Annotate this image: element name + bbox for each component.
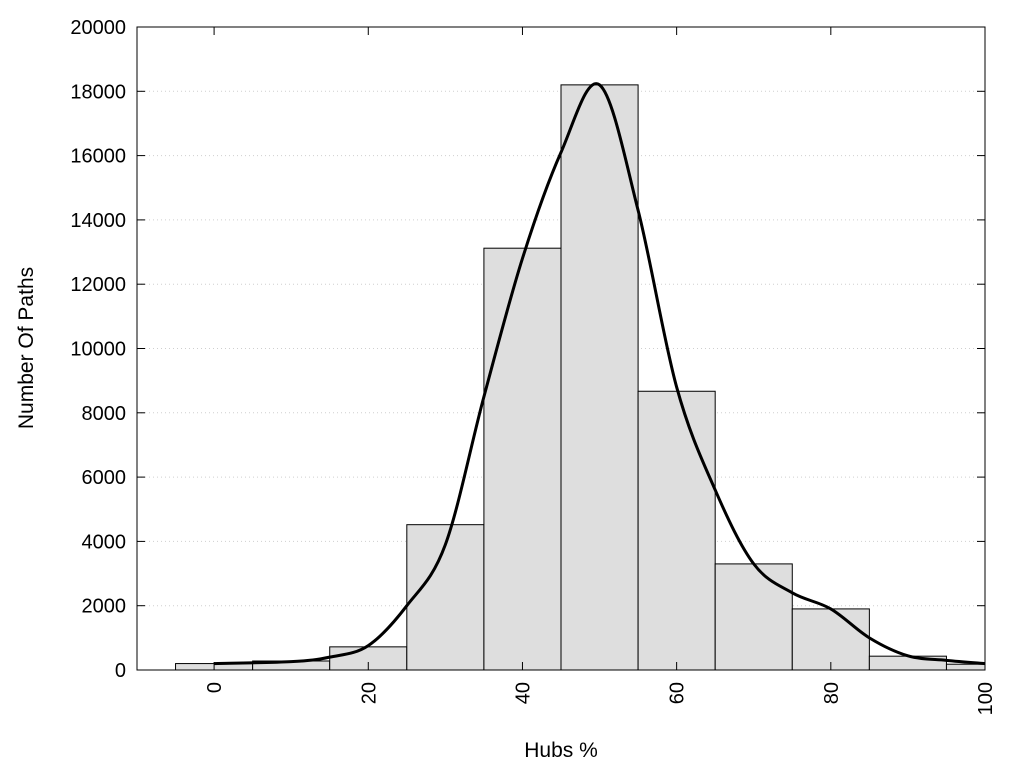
histogram-bar bbox=[483, 247, 562, 671]
x-tick-label: 100 bbox=[975, 682, 997, 715]
y-tick-label: 2000 bbox=[82, 596, 127, 618]
x-axis-title: Hubs % bbox=[524, 739, 598, 762]
y-tick-label: 10000 bbox=[70, 339, 126, 361]
x-tick-label: 0 bbox=[204, 682, 226, 693]
y-tick-label: 4000 bbox=[82, 531, 127, 553]
histogram-bar bbox=[637, 390, 716, 671]
histogram-bar bbox=[945, 663, 986, 671]
x-tick-label: 80 bbox=[821, 682, 843, 704]
x-tick-label: 20 bbox=[358, 682, 380, 704]
y-tick-label: 20000 bbox=[70, 17, 126, 39]
y-tick-label: 12000 bbox=[70, 274, 126, 296]
density-curve bbox=[214, 82, 986, 666]
y-tick-label: 14000 bbox=[70, 210, 126, 232]
x-axis-ticks: 0 20 40 60 80 100 bbox=[204, 27, 997, 715]
y-tick-label: 16000 bbox=[70, 146, 126, 168]
y-tick-label: 18000 bbox=[70, 81, 126, 103]
x-tick-label: 40 bbox=[512, 682, 534, 704]
histogram-bar bbox=[714, 563, 793, 671]
histogram-bars bbox=[175, 84, 986, 671]
y-tick-label: 8000 bbox=[82, 403, 127, 425]
x-tick-label: 60 bbox=[667, 682, 689, 704]
y-axis-ticks: 0 2000 4000 6000 8000 10000 12000 14000 16000 180… bbox=[70, 17, 985, 682]
histogram-bar bbox=[560, 84, 639, 671]
y-tick-label: 6000 bbox=[82, 467, 127, 489]
y-tick-label: 0 bbox=[115, 660, 126, 682]
density-curve-layer bbox=[214, 82, 986, 666]
histogram-bar bbox=[791, 608, 870, 671]
y-axis-title: Number Of Paths bbox=[15, 267, 38, 429]
